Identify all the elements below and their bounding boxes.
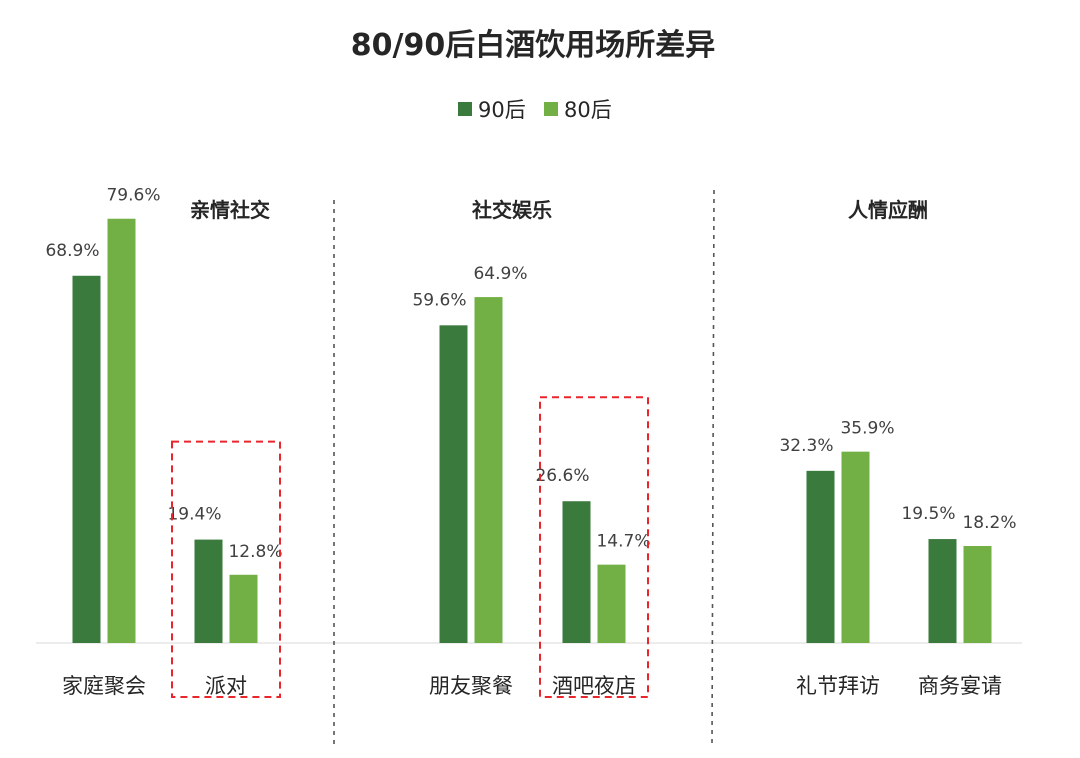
- bar-90-2-0: [806, 470, 835, 643]
- value-label-80: 79.6%: [106, 186, 160, 206]
- value-label-80: 14.7%: [596, 532, 650, 552]
- bar-90-0-0: [72, 275, 101, 643]
- value-label-80: 64.9%: [473, 264, 527, 284]
- legend-swatch-90: [458, 102, 472, 116]
- category-label-business-banquet: 商务宴请: [918, 674, 1002, 698]
- bar-80-2-0: [841, 451, 870, 643]
- category-label-family-gathering: 家庭聚会: [62, 674, 146, 698]
- legend-label-80: 80后: [564, 98, 612, 122]
- bar-80-1-1: [597, 564, 626, 643]
- category-labels: 家庭聚会 派对 朋友聚餐 酒吧夜店 礼节拜访 商务宴请: [62, 674, 1002, 698]
- bar-80-0-0: [107, 218, 136, 643]
- legend-swatch-80: [544, 102, 558, 116]
- legend-label-90: 90后: [478, 98, 526, 122]
- value-label-80: 35.9%: [840, 419, 894, 439]
- legend: 90后 80后: [458, 98, 612, 122]
- value-label-90: 26.6%: [535, 466, 589, 486]
- value-label-80: 18.2%: [962, 513, 1016, 533]
- group-titles: 亲情社交 社交娱乐 人情应酬: [190, 198, 928, 222]
- bar-80-0-1: [229, 574, 258, 643]
- group-divider: [711, 189, 715, 746]
- category-label-friends-dinner: 朋友聚餐: [429, 674, 513, 698]
- bar-90-2-1: [928, 539, 957, 643]
- highlight-box: [539, 396, 649, 698]
- value-label-80: 12.8%: [228, 542, 282, 562]
- value-label-90: 19.5%: [901, 504, 955, 524]
- bar-80-1-0: [474, 297, 503, 643]
- category-label-party: 派对: [205, 674, 247, 698]
- value-label-90: 19.4%: [167, 505, 221, 525]
- value-label-90: 68.9%: [45, 241, 99, 261]
- category-label-courtesy-visit: 礼节拜访: [796, 674, 880, 698]
- category-label-bar-nightclub: 酒吧夜店: [552, 674, 636, 698]
- bar-90-1-0: [439, 325, 468, 643]
- highlight-box: [171, 440, 281, 698]
- bar-90-0-1: [194, 539, 223, 643]
- group-title-business: 人情应酬: [848, 198, 928, 222]
- plot-area: 68.9% 79.6% 19.4% 12.8% 59.6% 64.9% 26.6% 14.7%…: [36, 186, 1022, 746]
- bar-80-2-1: [963, 545, 992, 643]
- group-title-family: 亲情社交: [190, 198, 270, 222]
- group-title-social: 社交娱乐: [471, 198, 552, 222]
- value-label-90: 32.3%: [779, 436, 833, 456]
- bar-90-1-1: [562, 501, 591, 643]
- value-label-90: 59.6%: [412, 290, 466, 310]
- chart-title: 80/90后白酒饮用场所差异: [351, 28, 715, 63]
